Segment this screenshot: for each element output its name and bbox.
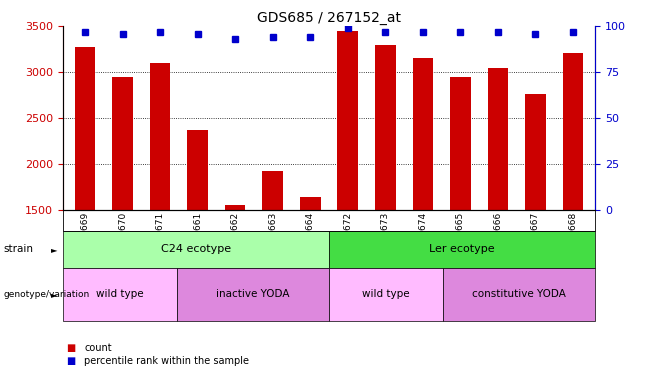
Text: constitutive YODA: constitutive YODA xyxy=(472,290,567,299)
Bar xyxy=(488,68,508,210)
Text: ►: ► xyxy=(51,245,58,254)
Text: percentile rank within the sample: percentile rank within the sample xyxy=(84,356,249,366)
Bar xyxy=(300,197,320,210)
Text: strain: strain xyxy=(3,244,34,254)
Text: ►: ► xyxy=(51,290,58,299)
Bar xyxy=(413,58,433,210)
Text: count: count xyxy=(84,343,112,353)
Text: genotype/variation: genotype/variation xyxy=(3,290,89,299)
Bar xyxy=(225,205,245,210)
Bar xyxy=(563,53,583,210)
Bar xyxy=(525,94,545,210)
Bar xyxy=(263,171,283,210)
Bar xyxy=(75,47,95,210)
Title: GDS685 / 267152_at: GDS685 / 267152_at xyxy=(257,11,401,25)
Bar xyxy=(375,45,395,210)
Bar xyxy=(338,31,358,210)
Text: inactive YODA: inactive YODA xyxy=(216,290,290,299)
Text: Ler ecotype: Ler ecotype xyxy=(430,244,495,254)
Text: wild type: wild type xyxy=(363,290,410,299)
Bar xyxy=(450,77,470,210)
Bar xyxy=(188,130,208,210)
Bar xyxy=(113,77,133,210)
Text: ■: ■ xyxy=(66,356,75,366)
Text: ■: ■ xyxy=(66,343,75,353)
Text: C24 ecotype: C24 ecotype xyxy=(161,244,231,254)
Bar xyxy=(150,63,170,210)
Text: wild type: wild type xyxy=(96,290,143,299)
